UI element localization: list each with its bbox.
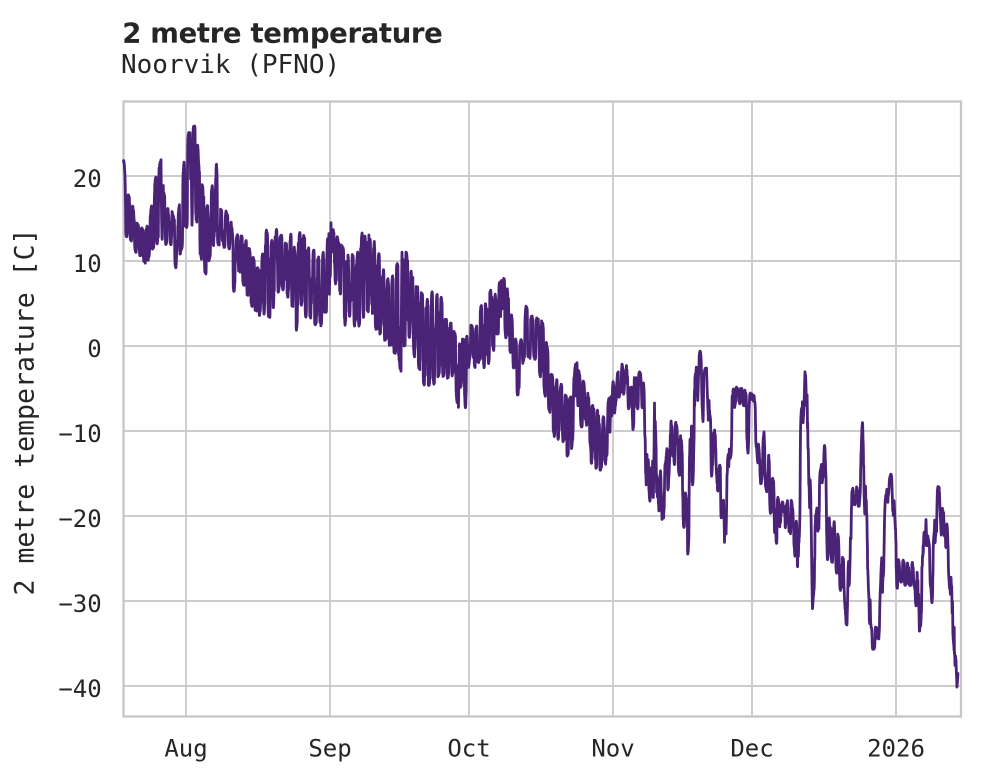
svg-text:−30: −30 — [58, 590, 101, 618]
svg-text:2026: 2026 — [867, 734, 925, 762]
svg-text:Nov: Nov — [591, 734, 634, 762]
svg-text:0: 0 — [87, 335, 101, 363]
svg-text:−20: −20 — [58, 505, 101, 533]
svg-text:−40: −40 — [58, 675, 101, 703]
svg-text:Sep: Sep — [308, 734, 351, 762]
svg-text:20: 20 — [73, 165, 102, 193]
svg-text:Noorvik (PFNO): Noorvik (PFNO) — [121, 50, 340, 80]
svg-text:Aug: Aug — [164, 734, 207, 762]
svg-text:Oct: Oct — [447, 734, 490, 762]
svg-text:Dec: Dec — [730, 734, 773, 762]
svg-text:10: 10 — [73, 250, 102, 278]
svg-text:2 metre temperature: 2 metre temperature — [122, 18, 442, 50]
svg-text:2 metre temperature [C]: 2 metre temperature [C] — [10, 229, 41, 596]
svg-text:−10: −10 — [58, 420, 101, 448]
